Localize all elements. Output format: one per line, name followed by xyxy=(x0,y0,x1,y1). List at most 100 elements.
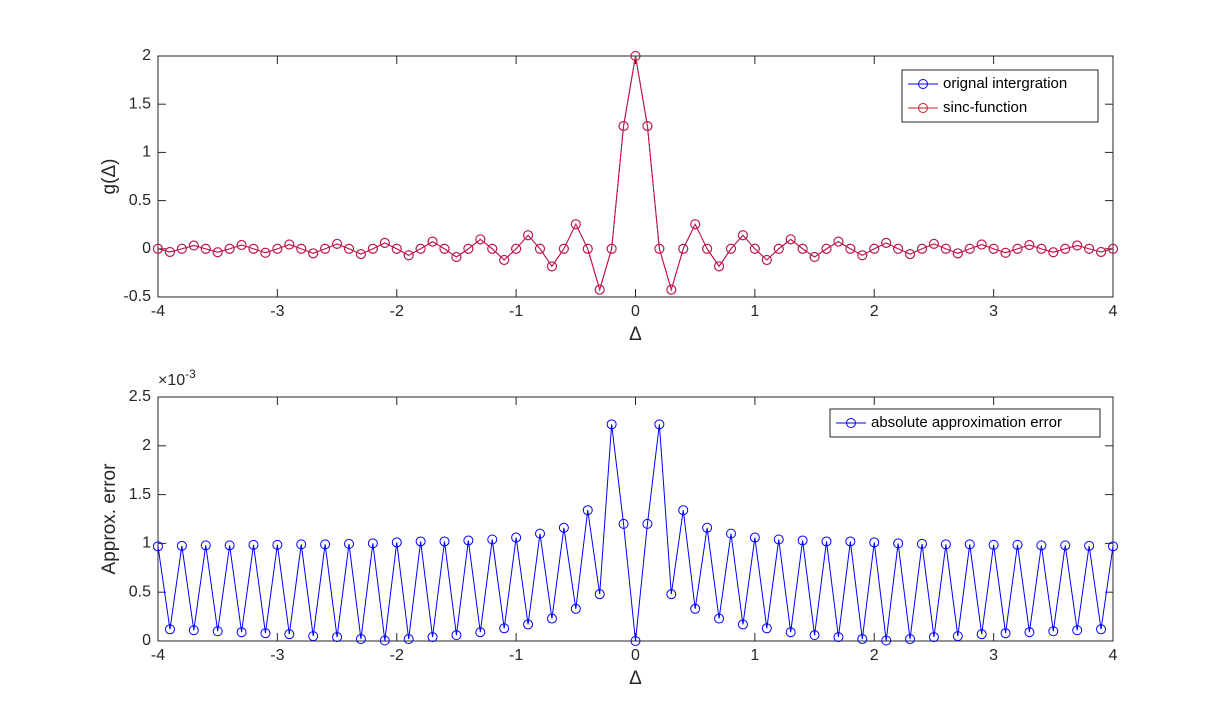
data-point xyxy=(988,539,999,550)
data-point xyxy=(666,589,677,600)
data-point xyxy=(1024,240,1035,251)
y-tick-label: 2 xyxy=(142,47,151,64)
x-tick-label: -3 xyxy=(270,647,284,664)
data-point xyxy=(153,541,163,552)
y-tick-label: 1 xyxy=(142,144,151,161)
data-point xyxy=(809,630,820,641)
data-point xyxy=(726,243,736,254)
data-point xyxy=(881,237,892,248)
data-point xyxy=(654,419,665,430)
data-point xyxy=(487,534,498,545)
data-point xyxy=(905,249,916,260)
data-point xyxy=(988,243,999,254)
data-point xyxy=(1048,247,1059,258)
data-point xyxy=(164,246,175,257)
x-tick-label: -4 xyxy=(151,303,165,320)
data-point xyxy=(821,536,832,547)
legend-label: orignal intergration xyxy=(943,75,1067,92)
y-tick-label: 1.5 xyxy=(129,486,151,503)
axes: -4 -3 -2 -1 0 1 2 3 4 -0.5 0 0.5 1 1.5 2 Δg(Δ) orignal i… xyxy=(99,47,1118,345)
y-scale-label: ×10-3 xyxy=(158,367,196,389)
data-point xyxy=(403,634,414,645)
data-point xyxy=(296,539,307,550)
data-point xyxy=(463,243,474,254)
data-point xyxy=(355,634,366,645)
data-point xyxy=(296,243,307,254)
data-point xyxy=(797,243,808,254)
data-point xyxy=(379,635,390,646)
data-point xyxy=(1084,243,1095,254)
data-point xyxy=(1096,246,1107,257)
data-point xyxy=(785,627,796,638)
data-point xyxy=(1024,627,1035,638)
x-tick-label: 2 xyxy=(870,647,879,664)
data-point xyxy=(415,536,426,547)
data-point xyxy=(845,243,856,254)
data-point xyxy=(224,243,235,254)
data-point xyxy=(606,243,617,254)
data-point xyxy=(1108,541,1118,552)
data-point xyxy=(928,238,939,249)
legend: absolute approximation error xyxy=(829,408,1101,438)
data-point xyxy=(558,243,569,254)
y-tick-label: 0.5 xyxy=(129,192,151,209)
axes: -4 -3 -2 -1 0 1 2 3 4 0 0.5 1 1.5 2 2.5 Δ Approx. error ×… xyxy=(99,367,1118,689)
data-point xyxy=(737,619,748,630)
data-point xyxy=(427,632,438,643)
data-point xyxy=(773,534,784,545)
data-point xyxy=(976,239,987,250)
data-point xyxy=(308,631,319,642)
x-tick-label: 3 xyxy=(989,303,998,320)
data-point xyxy=(332,238,343,249)
data-point xyxy=(570,603,581,614)
data-point xyxy=(666,284,677,295)
data-point xyxy=(797,535,808,546)
data-point xyxy=(200,243,211,254)
data-point xyxy=(737,230,748,241)
data-point xyxy=(511,532,522,543)
x-tick-label: 1 xyxy=(750,647,759,664)
data-point xyxy=(582,243,593,254)
data-point xyxy=(1060,243,1071,254)
data-point xyxy=(869,537,880,548)
data-point xyxy=(1012,243,1023,254)
data-point xyxy=(714,613,725,624)
x-tick-label: -1 xyxy=(509,303,523,320)
data-point xyxy=(260,628,271,639)
data-point xyxy=(893,243,904,254)
data-point xyxy=(642,518,653,529)
y-tick-label: -0.5 xyxy=(123,288,151,305)
data-point xyxy=(917,538,927,549)
data-point xyxy=(260,247,271,258)
data-point xyxy=(546,261,557,272)
data-point xyxy=(379,237,390,248)
data-point xyxy=(940,243,951,254)
data-point xyxy=(535,243,545,254)
data-point xyxy=(642,121,653,132)
legend-box xyxy=(901,69,1099,123)
data-point xyxy=(308,248,319,259)
data-point xyxy=(1000,628,1011,639)
data-point xyxy=(952,248,963,259)
data-point xyxy=(869,243,880,254)
legend-marker xyxy=(846,418,856,428)
data-point xyxy=(200,540,211,551)
data-point xyxy=(1036,540,1047,551)
x-tick-label: -1 xyxy=(509,647,523,664)
data-point xyxy=(833,632,844,643)
data-point xyxy=(451,251,462,262)
data-point xyxy=(439,536,450,547)
data-point xyxy=(761,254,772,265)
data-point xyxy=(702,243,713,254)
data-point xyxy=(749,532,760,543)
y-tick-label: 0 xyxy=(142,240,151,257)
x-tick-label: -2 xyxy=(390,647,404,664)
legend-box xyxy=(829,408,1101,438)
data-point xyxy=(1060,540,1071,551)
x-tick-label: -3 xyxy=(270,303,284,320)
data-point xyxy=(236,627,247,638)
x-axis-label: Δ xyxy=(629,324,642,345)
y-tick-label: 2 xyxy=(142,437,151,454)
data-point xyxy=(1000,247,1011,258)
data-point xyxy=(785,234,796,245)
